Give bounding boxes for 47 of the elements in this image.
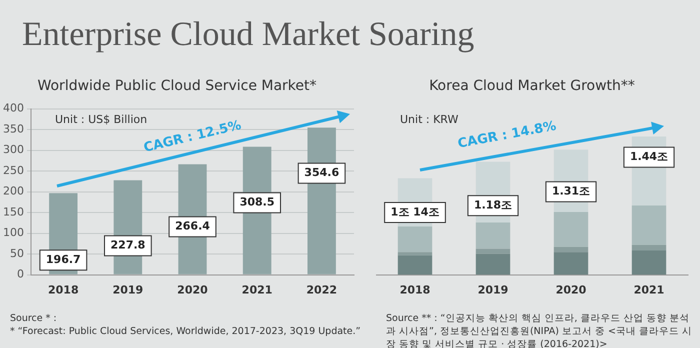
y-tick-label: 400 xyxy=(2,102,24,115)
bar xyxy=(398,252,432,256)
y-tick-label: 200 xyxy=(2,184,24,198)
bar xyxy=(632,205,666,245)
annotation: 1.18조 xyxy=(474,198,512,212)
y-tick-label: 50 xyxy=(10,246,24,260)
data-label: 196.7 xyxy=(46,252,81,266)
x-tick-label: 2020 xyxy=(177,283,208,296)
y-tick-label: 350 xyxy=(2,122,24,136)
x-tick-label: 2022 xyxy=(306,283,338,296)
y-tick-label: 300 xyxy=(2,143,24,156)
source-note: Source * : xyxy=(10,312,58,325)
annotation: 1.31조 xyxy=(552,184,590,198)
bar xyxy=(554,212,588,247)
annotation: Unit : US$ Billion xyxy=(54,113,148,126)
x-tick-label: 2021 xyxy=(242,283,272,296)
data-label: 266.4 xyxy=(175,220,210,233)
x-tick-label: 2020 xyxy=(556,283,587,296)
bar xyxy=(398,226,432,252)
text: * “Forecast: Public Cloud Services, Worldwide, 2017-2023, 3Q19 Update.” xyxy=(10,325,362,338)
data-label: 354.6 xyxy=(304,166,340,180)
y-tick-label: 250 xyxy=(2,164,24,177)
bar xyxy=(554,252,588,275)
bar xyxy=(398,255,432,275)
data-label: 227.8 xyxy=(110,238,146,252)
text: Unit : KRW xyxy=(400,113,458,126)
x-tick-label: 2021 xyxy=(634,283,664,296)
chart-title: Korea Cloud Market Growth** xyxy=(429,78,635,94)
x-tick-label: 2018 xyxy=(400,283,430,296)
x-tick-label: 2019 xyxy=(112,283,144,296)
annotation: CAGR : 14.8% xyxy=(456,118,558,152)
y-tick-label: 0 xyxy=(16,268,24,281)
x-tick-label: 2018 xyxy=(48,283,79,296)
bar xyxy=(632,250,666,275)
annotation: 1조 14조 xyxy=(390,205,440,218)
y-tick-label: 150 xyxy=(2,205,24,218)
chart-title: Enterprise Cloud Market Soaring xyxy=(22,16,474,54)
bar xyxy=(476,222,510,249)
chart-subtitle: Worldwide Public Cloud Service Market* xyxy=(37,78,317,94)
bar xyxy=(476,248,510,254)
data-label: 308.5 xyxy=(240,196,274,209)
y-tick-label: 100 xyxy=(2,226,24,240)
bar xyxy=(476,254,510,275)
bar xyxy=(554,246,588,252)
bar xyxy=(632,244,666,250)
x-tick-label: 2019 xyxy=(478,283,508,296)
annotation: 1.44조 xyxy=(630,150,668,164)
